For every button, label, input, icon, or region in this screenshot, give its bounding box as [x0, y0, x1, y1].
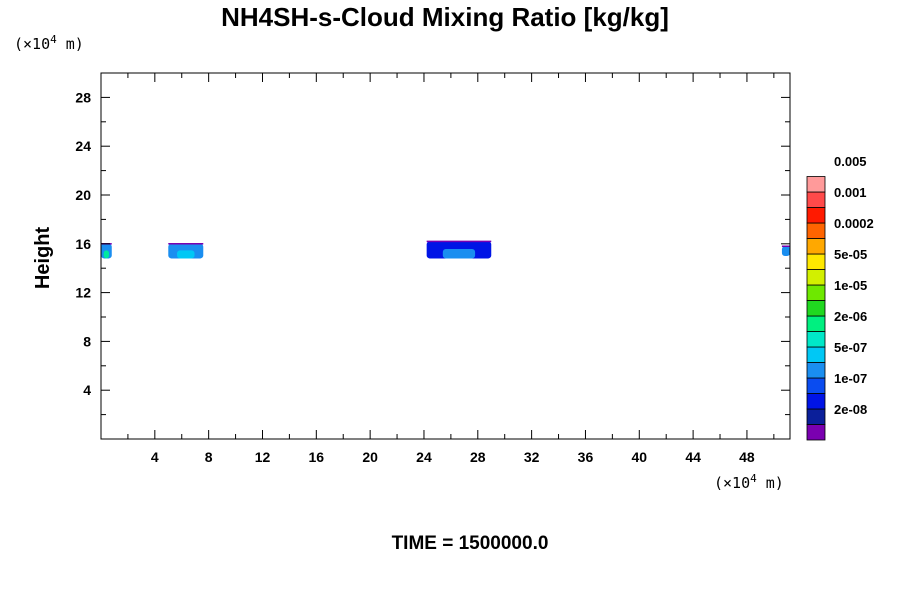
- colorbar-label-5: 5e-05: [834, 247, 867, 262]
- plot-frame: [100, 72, 791, 440]
- x-tick-label-8: 8: [205, 449, 213, 465]
- cloud-feature-core-3: [783, 250, 788, 256]
- y-tick-label-4: 4: [83, 382, 91, 398]
- colorbar-swatch-6: [806, 331, 826, 348]
- colorbar-swatch-9: [806, 284, 826, 301]
- colorbar-swatch-11: [806, 253, 826, 270]
- y-tick-label-28: 28: [75, 89, 91, 105]
- y-axis-ticks: 4 8 12 16 20 24 28: [75, 89, 790, 416]
- colorbar-swatch-5: [806, 346, 826, 363]
- colorbar-swatch-0: [806, 424, 826, 441]
- y-tick-label-12: 12: [75, 285, 91, 301]
- y-tick-label-16: 16: [75, 236, 91, 252]
- x-tick-label-40: 40: [631, 449, 647, 465]
- x-tick-label-20: 20: [362, 449, 378, 465]
- cloud-feature-core-1: [177, 250, 195, 259]
- x-tick-label-32: 32: [524, 449, 540, 465]
- colorbar-swatch-15: [806, 191, 826, 208]
- x-tick-label-48: 48: [739, 449, 755, 465]
- cloud-feature-core-0: [103, 250, 110, 259]
- colorbar-swatch-7: [806, 315, 826, 332]
- x-tick-label-44: 44: [685, 449, 701, 465]
- x-unit-label: (×104 m): [714, 472, 784, 492]
- colorbar: 2e-08 1e-07 5e-07 2e-06 1e-05 5e-05 0.0002 0.00…: [806, 154, 874, 441]
- colorbar-label-3: 2e-06: [834, 309, 867, 324]
- x-unit-base: (×10: [714, 474, 750, 492]
- colorbar-swatch-16: [806, 176, 826, 193]
- colorbar-swatch-10: [806, 269, 826, 286]
- colorbar-swatch-14: [806, 207, 826, 224]
- y-unit-base: (×10: [14, 35, 50, 53]
- cloud-features: [101, 240, 790, 259]
- colorbar-label-1: 1e-07: [834, 371, 867, 386]
- colorbar-swatch-3: [806, 377, 826, 394]
- x-tick-label-16: 16: [309, 449, 325, 465]
- colorbar-swatch-1: [806, 408, 826, 425]
- colorbar-label-8: 0.005: [834, 154, 867, 169]
- y-axis-label: Height: [32, 227, 54, 290]
- colorbar-label-6: 0.0002: [834, 216, 874, 231]
- y-unit-label: (×104 m): [14, 33, 84, 53]
- colorbar-swatch-13: [806, 222, 826, 239]
- x-tick-label-28: 28: [470, 449, 486, 465]
- y-tick-label-8: 8: [83, 333, 91, 349]
- colorbar-label-4: 1e-05: [834, 278, 867, 293]
- y-unit-tail: m): [57, 35, 84, 53]
- x-unit-exp: 4: [750, 472, 757, 485]
- chart-title: NH4SH-s-Cloud Mixing Ratio [kg/kg]: [221, 2, 669, 32]
- x-tick-label-12: 12: [255, 449, 271, 465]
- colorbar-swatch-12: [806, 238, 826, 255]
- y-tick-label-20: 20: [75, 187, 91, 203]
- colorbar-label-2: 5e-07: [834, 340, 867, 355]
- x-tick-label-24: 24: [416, 449, 432, 465]
- colorbar-swatch-4: [806, 362, 826, 379]
- colorbar-swatch-8: [806, 300, 826, 317]
- cloud-feature-core-2: [442, 249, 476, 259]
- x-tick-label-36: 36: [578, 449, 594, 465]
- time-label: TIME = 1500000.0: [392, 533, 549, 554]
- colorbar-label-7: 0.001: [834, 185, 867, 200]
- y-tick-label-24: 24: [75, 138, 91, 154]
- colorbar-label-0: 2e-08: [834, 402, 867, 417]
- colorbar-swatch-2: [806, 393, 826, 410]
- x-tick-label-4: 4: [151, 449, 159, 465]
- x-unit-tail: m): [757, 474, 784, 492]
- x-axis-ticks: 4 8 12 16 20 24 28 32 36 40 44 48: [127, 73, 775, 465]
- y-unit-exp: 4: [50, 33, 57, 46]
